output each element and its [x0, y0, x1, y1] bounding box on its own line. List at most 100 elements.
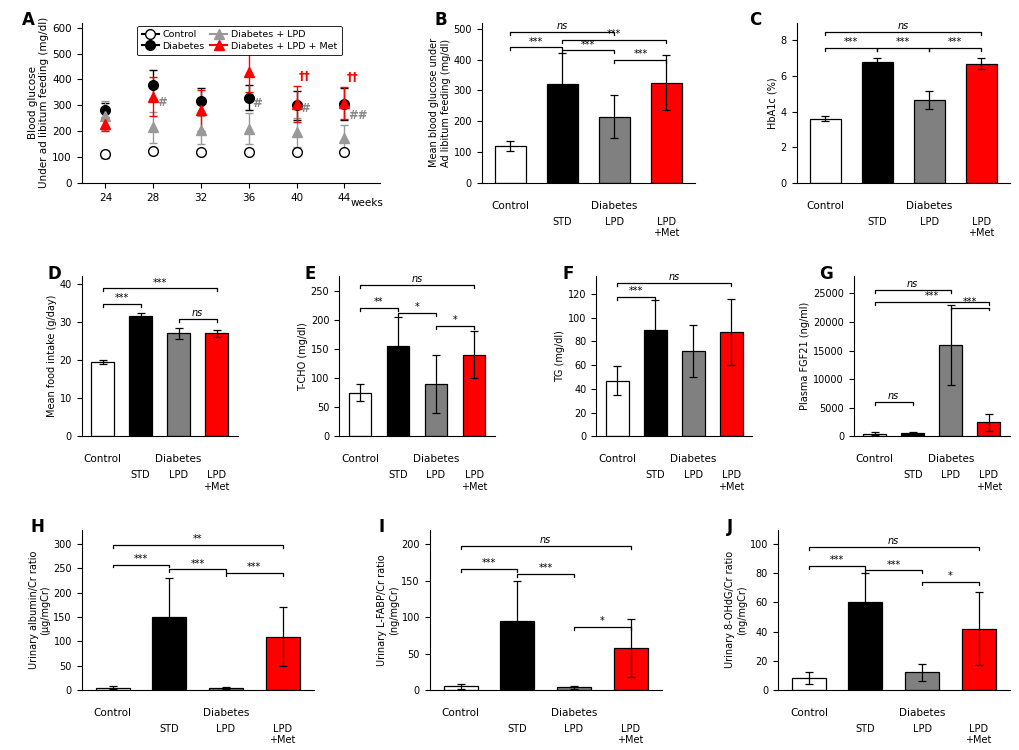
Bar [719, 332, 742, 436]
Text: ns: ns [411, 274, 422, 284]
Text: ***: *** [133, 554, 148, 564]
Y-axis label: Mean blood glucose under
Ad libitum feeding (mg/dl): Mean blood glucose under Ad libitum feed… [429, 38, 450, 167]
Bar [848, 602, 881, 690]
Text: ***: *** [606, 28, 621, 39]
Bar [965, 64, 996, 183]
Text: ***: *** [829, 555, 844, 566]
Text: ***: *** [114, 292, 128, 303]
Bar [861, 62, 892, 183]
Text: Diabetes: Diabetes [926, 454, 973, 464]
Text: ns: ns [906, 280, 917, 290]
Bar [682, 351, 704, 436]
Y-axis label: Mean food intake (g/day): Mean food intake (g/day) [47, 295, 57, 418]
Text: LPD
+Met: LPD +Met [967, 217, 994, 238]
Text: STD: STD [866, 217, 887, 226]
Text: Diabetes: Diabetes [905, 200, 952, 211]
Bar [613, 648, 647, 690]
Bar [791, 678, 825, 690]
Bar [961, 628, 995, 690]
Text: B: B [434, 11, 447, 29]
Text: ***: *** [962, 297, 976, 307]
Text: Control: Control [84, 454, 121, 464]
Text: Diabetes: Diabetes [203, 708, 249, 718]
Text: ns: ns [192, 308, 203, 318]
Text: **: ** [193, 534, 202, 544]
Text: LPD: LPD [912, 724, 930, 734]
Text: STD: STD [855, 724, 874, 734]
Bar [91, 362, 114, 436]
Bar [424, 384, 447, 436]
Bar [152, 617, 186, 690]
Text: STD: STD [159, 724, 179, 734]
Text: Control: Control [598, 454, 636, 464]
Bar [348, 393, 371, 436]
Text: ##: ## [347, 109, 367, 122]
Text: ***: *** [895, 38, 909, 47]
Text: Control: Control [855, 454, 893, 464]
Text: A: A [21, 11, 35, 29]
Text: ***: *** [633, 49, 647, 58]
Bar [862, 433, 886, 436]
Text: ***: *** [843, 38, 857, 47]
Text: LPD: LPD [604, 217, 624, 226]
Text: LPD
+Met: LPD +Met [461, 470, 487, 492]
Bar [901, 433, 923, 436]
Text: LPD
+Met: LPD +Met [616, 724, 643, 746]
Bar [546, 84, 578, 183]
Y-axis label: Blood glucose
Under ad libitum feeding (mg/dl): Blood glucose Under ad libitum feeding (… [28, 17, 50, 188]
Text: I: I [378, 518, 384, 536]
Text: LPD
+Met: LPD +Met [652, 217, 679, 238]
Bar [598, 116, 630, 183]
Bar [650, 82, 682, 183]
Text: Diabetes: Diabetes [669, 454, 716, 464]
Bar [643, 329, 666, 436]
Text: Control: Control [491, 200, 529, 211]
Text: #: # [300, 102, 310, 116]
Text: F: F [561, 265, 573, 283]
Bar [913, 100, 944, 183]
Text: Control: Control [805, 200, 844, 211]
Text: E: E [305, 265, 316, 283]
Text: LPD: LPD [919, 217, 937, 226]
Bar [976, 422, 1000, 436]
Text: *: * [947, 572, 952, 581]
Bar [129, 316, 152, 436]
Text: LPD: LPD [941, 470, 960, 480]
Y-axis label: T-CHO (mg/dl): T-CHO (mg/dl) [298, 322, 308, 391]
Text: Control: Control [789, 708, 827, 718]
Text: LPD: LPD [169, 470, 187, 480]
Text: **: ** [374, 297, 383, 307]
Text: ns: ns [897, 21, 908, 32]
Text: LPD
+Met: LPD +Met [717, 470, 744, 492]
Text: Diabetes: Diabetes [155, 454, 202, 464]
Bar [205, 333, 228, 436]
Text: *: * [599, 616, 604, 626]
Text: #: # [252, 97, 262, 110]
Bar [443, 686, 477, 690]
Bar [556, 687, 590, 690]
Text: ns: ns [539, 536, 551, 545]
Text: LPD
+Met: LPD +Met [965, 724, 990, 746]
Text: STD: STD [552, 217, 572, 226]
Text: ***: *** [947, 38, 961, 47]
Text: ***: *** [152, 278, 166, 287]
Text: ††: †† [299, 70, 311, 83]
Text: Diabetes: Diabetes [898, 708, 945, 718]
Text: *: * [452, 315, 457, 325]
Text: LPD
+Met: LPD +Met [269, 724, 296, 746]
Bar [809, 118, 840, 183]
Text: Diabetes: Diabetes [550, 708, 596, 718]
Text: ***: *** [886, 560, 900, 569]
Text: G: G [818, 265, 833, 283]
Text: STD: STD [645, 470, 664, 480]
Text: STD: STD [507, 724, 527, 734]
Bar [605, 380, 628, 436]
Text: LPD: LPD [564, 724, 583, 734]
Y-axis label: Urinary 8-OHdG/Cr ratio
(ng/mgCr): Urinary 8-OHdG/Cr ratio (ng/mgCr) [725, 551, 746, 668]
Bar [386, 346, 409, 436]
Text: weeks: weeks [350, 199, 383, 208]
Text: ***: *** [529, 37, 543, 46]
Text: Control: Control [340, 454, 378, 464]
Y-axis label: TG (mg/dl): TG (mg/dl) [555, 330, 565, 382]
Text: ns: ns [668, 272, 680, 282]
